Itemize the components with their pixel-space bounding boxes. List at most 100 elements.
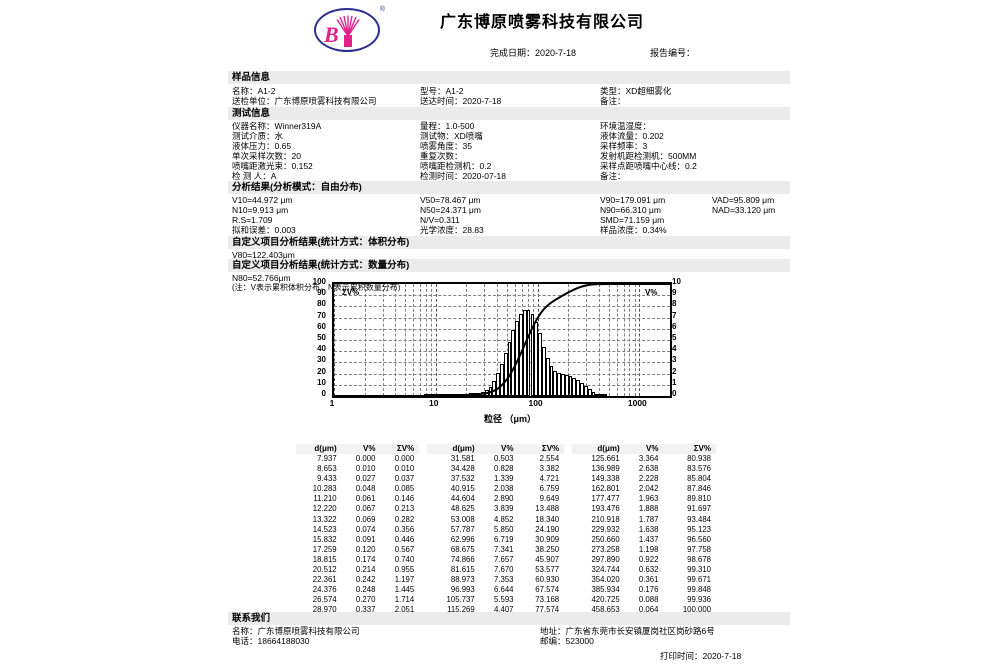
chart-ytick-left: 60 <box>317 321 326 331</box>
cell-cv: 0.567 <box>394 544 415 554</box>
cell-v: 2.890 <box>493 494 514 504</box>
test-info-range: 量程：1.0-500 <box>420 121 475 131</box>
cell-cv: 89.810 <box>687 494 711 504</box>
cell-gap <box>564 494 572 504</box>
chart-bar <box>538 333 542 396</box>
cell-cv: 98.678 <box>687 554 711 564</box>
cell-d: 96.993 <box>450 585 475 595</box>
chart-gridline-horizontal <box>334 306 670 308</box>
cell-gap <box>419 575 427 585</box>
chart-left-axis-label: ΣV% <box>342 288 360 297</box>
test-info-pressure: 液体压力：0.65 <box>232 141 292 151</box>
custom-number-n80: N80=52.766μm <box>232 273 291 283</box>
chart-bar <box>545 358 550 396</box>
cell-d: 10.283 <box>312 484 337 494</box>
chart-ytick-left: 30 <box>317 355 326 365</box>
cell-d: 229.932 <box>591 524 620 534</box>
section-header-custom-number: 自定义项目分析结果(统计方式：数量分布) <box>228 259 790 272</box>
cell-cv: 93.484 <box>687 514 711 524</box>
analysis-nad: NAD=33.120 μm <box>712 205 776 215</box>
chart-bar <box>541 346 546 396</box>
cell-cv: 95.123 <box>687 524 711 534</box>
cell-v: 7.657 <box>493 554 514 564</box>
table-row: 14.523 0.074 0.356 57.787 5.850 24.190 229.932… <box>296 525 716 535</box>
cell-d: 74.866 <box>450 554 475 564</box>
cell-gap <box>419 494 427 504</box>
test-info-sample-count: 单次采样次数：20 <box>232 151 301 161</box>
cell-gap <box>419 565 427 575</box>
cell-v: 7.341 <box>493 544 514 554</box>
cell-v: 0.174 <box>355 554 376 564</box>
cell-v: 1.888 <box>638 504 659 514</box>
cell-cv: 6.759 <box>539 484 560 494</box>
company-logo: B ® <box>310 6 386 56</box>
chart-bar <box>503 353 508 396</box>
test-info-ambient: 环境温湿度： <box>600 121 652 131</box>
cell-gap <box>564 585 572 595</box>
cell-v: 0.074 <box>355 524 376 534</box>
table-header-row: d(μm) V% ΣV% d(μm) V% ΣV% d(μm) V% ΣV% <box>296 444 716 454</box>
cell-cv: 9.649 <box>539 494 560 504</box>
cell-cv: 85.804 <box>687 474 711 484</box>
cell-cv: 80.938 <box>687 454 711 463</box>
chart-bar <box>595 394 600 396</box>
cell-gap <box>419 595 427 605</box>
chart-ytick-left: 0 <box>321 389 326 398</box>
col-d-2: d(μm) <box>427 444 480 454</box>
table-row: 26.574 0.270 1.714 105.737 5.593 73.168 420.72… <box>296 595 716 605</box>
test-info-operator: 检 测 人：A <box>232 171 277 181</box>
report-header: B ® 广东博原喷雾科技有限公司 完成日期：2020-7-18 报告编号： <box>0 0 1000 60</box>
cell-d: 14.523 <box>312 524 337 534</box>
cell-v: 0.361 <box>638 575 659 585</box>
table-row: 28.970 0.337 2.051 115.269 4.407 77.574 458.65… <box>296 605 716 615</box>
cell-gap <box>564 454 572 464</box>
cell-d: 9.433 <box>317 474 337 484</box>
cell-gap <box>564 525 572 535</box>
contact-postcode: 邮编：523000 <box>540 636 594 646</box>
cell-gap <box>419 585 427 595</box>
analysis-v10: V10=44.972 μm <box>232 195 293 205</box>
analysis-smd: SMD=71.159 μm <box>600 215 665 225</box>
chart-xtick: 10 <box>429 398 439 408</box>
cell-gap <box>419 525 427 535</box>
cell-cv: 99.671 <box>687 575 711 585</box>
chart-bar <box>576 379 581 396</box>
cell-v: 0.120 <box>355 544 376 554</box>
cell-v: 2.038 <box>493 484 514 494</box>
cell-cv: 96.560 <box>687 534 711 544</box>
cell-d: 8.653 <box>317 464 337 474</box>
cell-v: 5.850 <box>493 524 514 534</box>
cell-v: 1.963 <box>638 494 659 504</box>
cell-v: 1.339 <box>493 474 514 484</box>
chart-x-axis-title: 粒径 （μm） <box>483 414 536 424</box>
logo-registered-icon: ® <box>379 6 385 13</box>
cell-gap <box>419 454 427 464</box>
test-info-instrument: 仪器名称：Winner319A <box>232 121 322 131</box>
cell-cv: 1.714 <box>394 595 415 605</box>
cell-d: 385.934 <box>591 585 620 595</box>
analysis-v90: V90=179.091 μm <box>600 195 666 205</box>
chart-bar <box>511 330 516 396</box>
cell-cv: 13.488 <box>535 504 560 514</box>
cell-cv: 77.574 <box>535 605 560 615</box>
cell-cv: 45.907 <box>535 554 560 564</box>
cell-gap <box>564 595 572 605</box>
cell-v: 7.353 <box>493 575 514 585</box>
cell-cv: 67.574 <box>535 585 560 595</box>
test-info-sample-point-offset: 采样点距喷嘴中心线：0.2 <box>600 161 697 171</box>
cell-cv: 0.955 <box>394 565 415 575</box>
cell-d: 273.258 <box>591 544 620 554</box>
section-header-sample-info: 样品信息 <box>228 71 790 84</box>
cell-d: 420.725 <box>591 595 620 605</box>
cell-d: 250.660 <box>591 534 620 544</box>
chart-bar <box>499 363 504 396</box>
field-sample-unit: 送检单位：广东博原喷雾科技有限公司 <box>232 96 377 106</box>
cell-v: 0.061 <box>355 494 376 504</box>
cell-d: 44.604 <box>450 494 475 504</box>
cell-cv: 38.250 <box>535 544 560 554</box>
table-row: 7.937 0.000 0.000 31.581 0.503 2.554 125.661 3.… <box>296 454 716 464</box>
cell-cv: 1.197 <box>394 575 415 585</box>
chart-bar <box>492 381 497 396</box>
analysis-nv: N/V=0.311 <box>420 215 460 225</box>
